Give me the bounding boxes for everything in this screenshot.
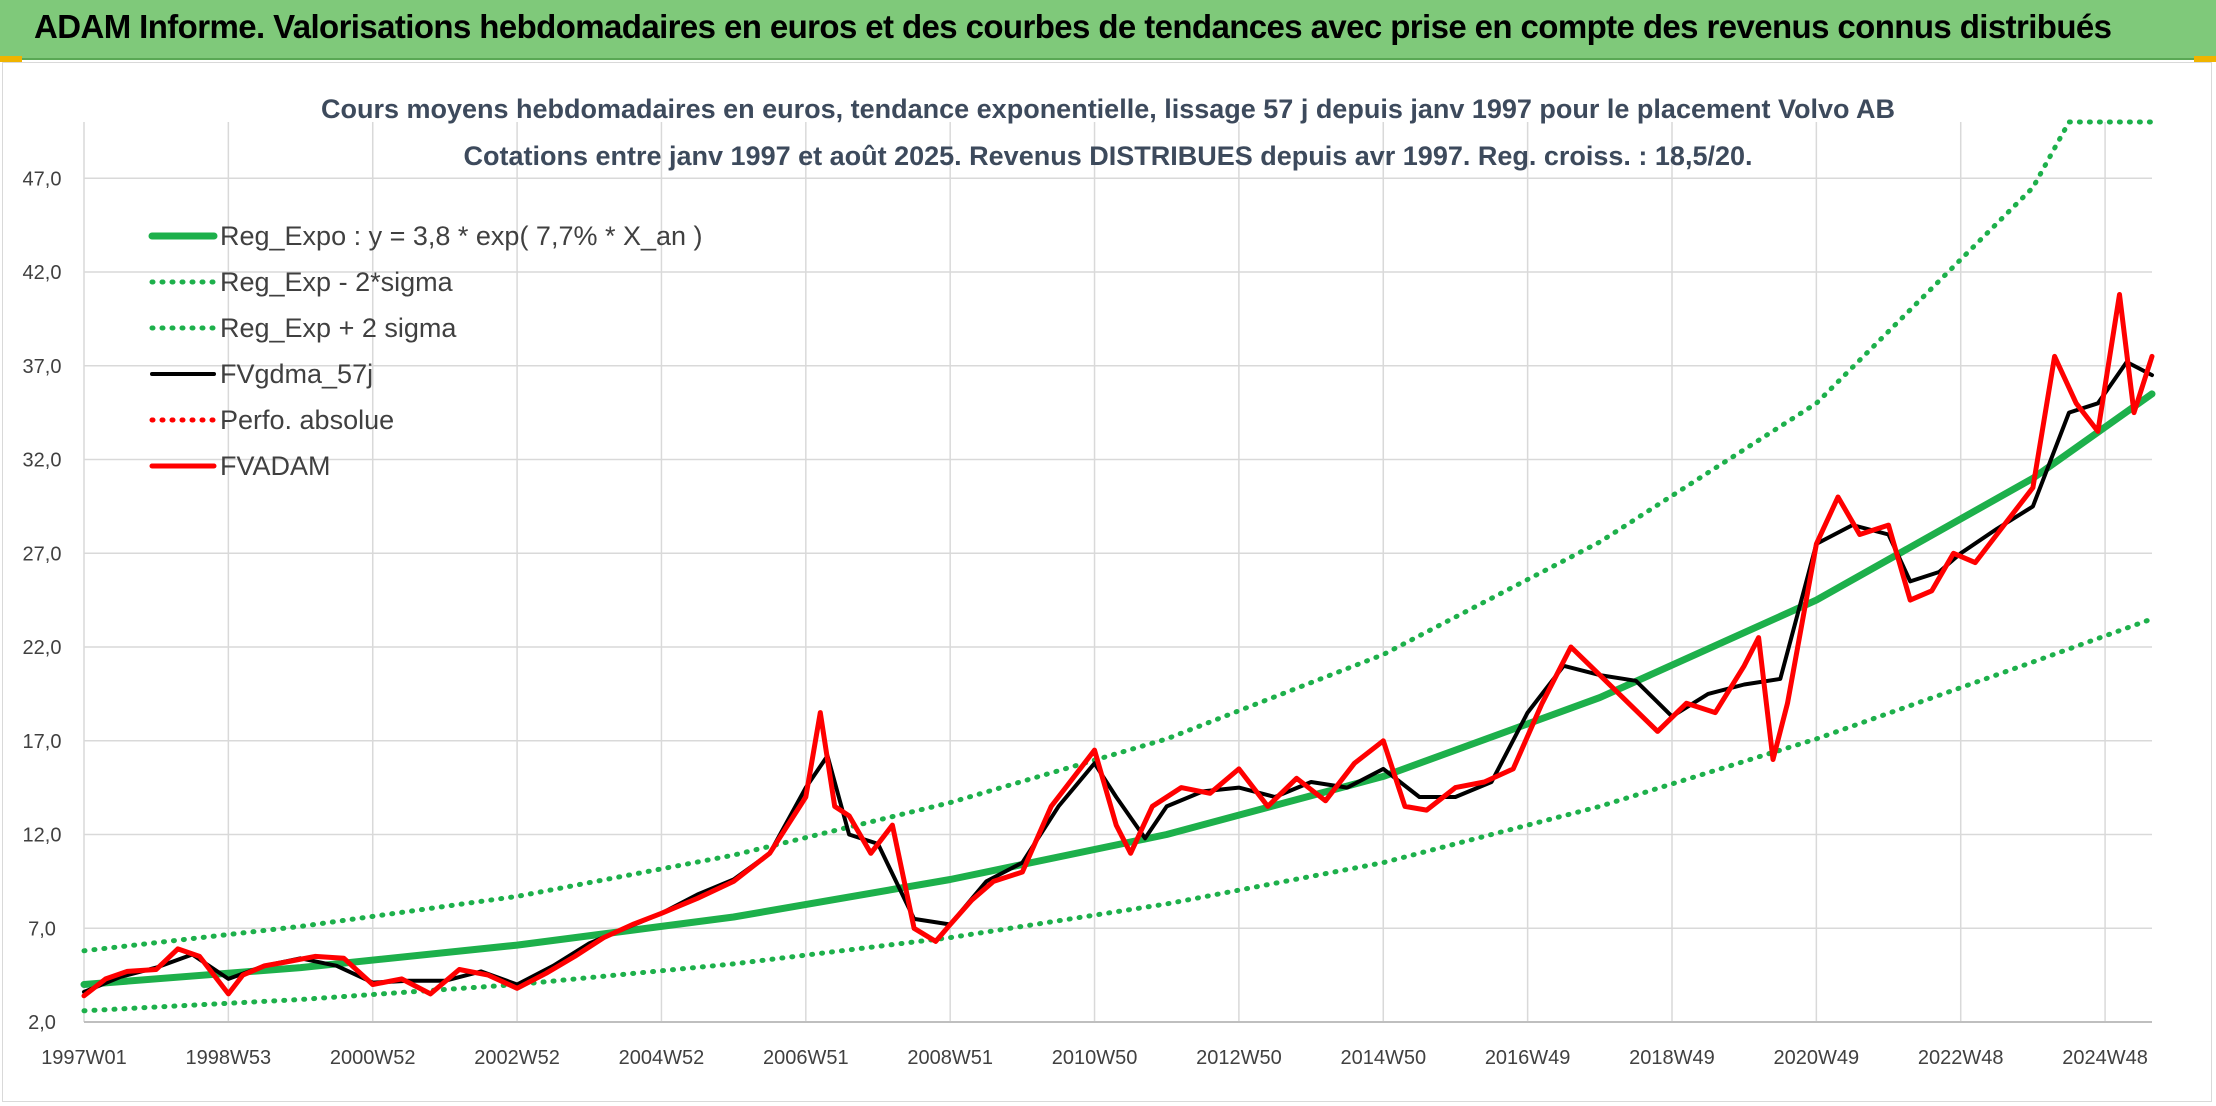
y-tick-label: 47,0 bbox=[23, 168, 62, 190]
x-tick-label: 1998W53 bbox=[186, 1047, 272, 1069]
x-tick-label: 2006W51 bbox=[763, 1047, 849, 1069]
legend-label: Reg_Expo : y = 3,8 * exp( 7,7% * X_an ) bbox=[220, 221, 703, 251]
x-tick-label: 2018W49 bbox=[1629, 1047, 1715, 1069]
chart-subtitle: Cotations entre janv 1997 et août 2025. … bbox=[463, 141, 1752, 171]
x-tick-label: 2016W49 bbox=[1485, 1047, 1571, 1069]
y-tick-label: 12,0 bbox=[23, 825, 62, 847]
y-tick-label: 22,0 bbox=[23, 637, 62, 659]
series-line-0 bbox=[80, 390, 2156, 988]
x-tick-label: 2000W52 bbox=[330, 1047, 416, 1069]
y-tick-label: 7,0 bbox=[28, 918, 56, 940]
legend-label: Reg_Exp + 2 sigma bbox=[220, 313, 457, 343]
y-tick-label: 42,0 bbox=[23, 262, 62, 284]
y-axis: 2,0 7,0 12,0 17,0 22,0 27,0 32,0 37,0 42,0 47,0 bbox=[23, 168, 62, 1034]
corner-marker-right bbox=[2194, 56, 2216, 62]
x-tick-label: 2024W48 bbox=[2062, 1047, 2148, 1069]
legend-label: FVgdma_57j bbox=[220, 359, 373, 389]
series-line-5 bbox=[81, 292, 2155, 999]
legend-label: Perfo. absolue bbox=[220, 405, 394, 435]
legend-label: FVADAM bbox=[220, 451, 331, 481]
corner-marker-left bbox=[0, 56, 22, 62]
y-tick-label: 27,0 bbox=[23, 543, 62, 565]
x-tick-label: 1997W01 bbox=[41, 1047, 127, 1069]
y-tick-label: 2,0 bbox=[28, 1012, 56, 1034]
y-tick-label: 37,0 bbox=[23, 356, 62, 378]
x-tick-label: 2004W52 bbox=[619, 1047, 705, 1069]
series-line-1 bbox=[81, 616, 2155, 1014]
plot-area bbox=[80, 119, 2156, 1014]
x-tick-label: 2022W48 bbox=[1918, 1047, 2004, 1069]
x-tick-label: 2008W51 bbox=[907, 1047, 993, 1069]
page-title: ADAM Informe. Valorisations hebdomadaire… bbox=[34, 8, 2112, 45]
x-tick-label: 2020W49 bbox=[1774, 1047, 1860, 1069]
x-tick-label: 2012W50 bbox=[1196, 1047, 1282, 1069]
chart-title: Cours moyens hebdomadaires en euros, ten… bbox=[321, 94, 1895, 124]
grid bbox=[83, 122, 2152, 1023]
y-tick-label: 32,0 bbox=[23, 450, 62, 472]
x-tick-label: 2002W52 bbox=[474, 1047, 560, 1069]
series-line-2 bbox=[81, 119, 2155, 954]
y-tick-label: 17,0 bbox=[23, 731, 62, 753]
series-line-3 bbox=[82, 360, 2154, 994]
x-tick-label: 2010W50 bbox=[1052, 1047, 1138, 1069]
x-tick-label: 2014W50 bbox=[1340, 1047, 1426, 1069]
x-axis: 1997W01 1998W53 2000W52 2002W52 2004W52 2006W… bbox=[41, 1047, 2148, 1069]
chart-frame bbox=[2, 62, 2212, 1102]
header-banner: ADAM Informe. Valorisations hebdomadaire… bbox=[0, 0, 2216, 60]
legend-label: Reg_Exp - 2*sigma bbox=[220, 267, 454, 297]
legend: Reg_Expo : y = 3,8 * exp( 7,7% * X_an ) R… bbox=[148, 221, 703, 481]
